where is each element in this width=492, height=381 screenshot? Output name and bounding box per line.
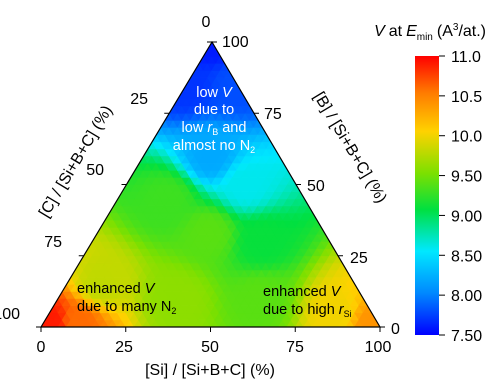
annotation-left: enhanced V due to many N2: [77, 281, 176, 316]
colorbar-tick-label-4: 9.00: [451, 208, 482, 225]
right-tick-0: 0: [391, 321, 400, 338]
colorbar-tick-label-3: 9.50: [451, 169, 482, 186]
left-tick-100: 100: [0, 306, 20, 323]
left-tick-25: 25: [130, 91, 148, 108]
bottom-tick-100: 100: [365, 339, 392, 356]
left-axis-label: [C] / [Si+B+C] (%): [36, 103, 116, 221]
colorbar-tick-label-0: 11.0: [451, 49, 481, 66]
svg-text:low V: low V: [196, 85, 233, 101]
svg-text:enhanced V: enhanced V: [263, 284, 342, 300]
colorbar-tick-label-6: 8.00: [451, 288, 482, 305]
colorbar: [415, 56, 439, 335]
colorbar-tick-label-5: 8.50: [451, 248, 482, 265]
svg-text:due to high rSi: due to high rSi: [263, 302, 352, 319]
colorbar-ticks: 11.0 10.5 10.0 9.50 9.00 8.50 8.00 7.50: [439, 49, 482, 345]
svg-text:due to: due to: [194, 102, 234, 118]
bottom-tick-50: 50: [201, 339, 219, 356]
svg-text:enhanced V: enhanced V: [77, 281, 156, 297]
annotation-right: enhanced V due to high rSi: [263, 284, 352, 319]
right-tick-75: 75: [264, 106, 282, 123]
svg-text:low rB and: low rB and: [182, 120, 247, 137]
bottom-tick-75: 75: [286, 339, 304, 356]
svg-text:almost no N2: almost no N2: [173, 138, 255, 155]
right-tick-50: 50: [307, 178, 325, 195]
bottom-tick-25: 25: [115, 339, 133, 356]
colorbar-tick-label-2: 10.0: [451, 129, 482, 146]
left-tick-50: 50: [86, 162, 104, 179]
right-tick-25: 25: [350, 250, 368, 267]
svg-text:due to many N2: due to many N2: [77, 299, 176, 316]
bottom-axis-label: [Si] / [Si+B+C] (%): [145, 362, 275, 379]
right-tick-100: 100: [222, 34, 249, 51]
left-tick-75: 75: [44, 234, 62, 251]
bottom-tick-0: 0: [37, 339, 46, 356]
colorbar-tick-label-1: 10.5: [451, 89, 482, 106]
ternary-field: [41, 42, 380, 327]
left-tick-0: 0: [202, 14, 211, 31]
colorbar-tick-label-7: 7.50: [451, 328, 482, 345]
annotation-top: low V due to low rB and almost no N2: [173, 85, 255, 155]
tick-marks: [36, 41, 385, 332]
